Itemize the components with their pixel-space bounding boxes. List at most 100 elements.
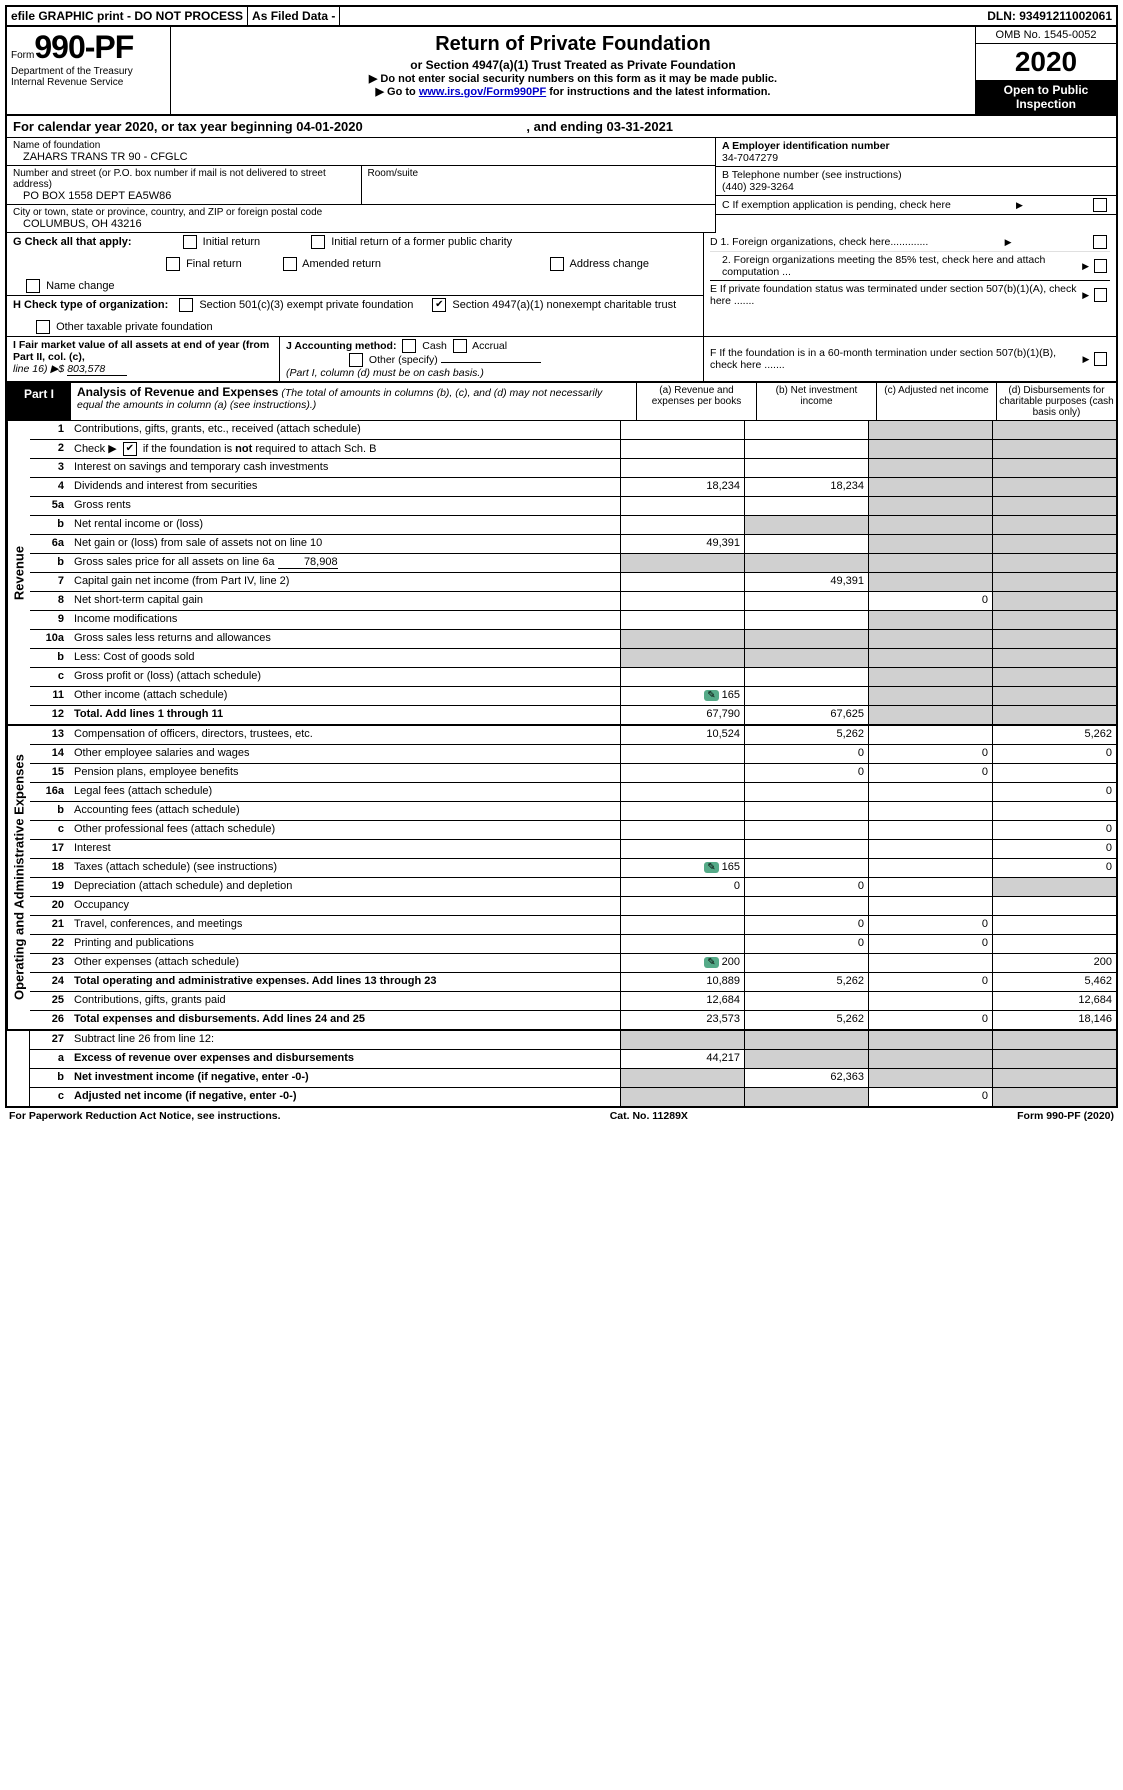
form-header: Form990-PF Department of the Treasury In… bbox=[5, 27, 1118, 116]
h-label: H Check type of organization: bbox=[13, 299, 168, 311]
footer-right: Form 990-PF (2020) bbox=[1017, 1110, 1114, 1122]
table-row: 2Check ▶ if the foundation is not requir… bbox=[30, 440, 1116, 459]
table-row: 20Occupancy bbox=[30, 897, 1116, 916]
col-c: (c) Adjusted net income bbox=[876, 383, 996, 420]
dept-label: Department of the Treasury bbox=[11, 66, 166, 77]
dln-label: DLN: 93491211002061 bbox=[983, 7, 1116, 25]
d2-label: 2. Foreign organizations meeting the 85%… bbox=[710, 254, 1082, 278]
irs-label: Internal Revenue Service bbox=[11, 77, 166, 88]
line2-post: for instructions and the latest informat… bbox=[546, 86, 770, 98]
part1-header: Part I Analysis of Revenue and Expenses … bbox=[5, 383, 1118, 421]
table-row: 8Net short-term capital gain0 bbox=[30, 592, 1116, 611]
table-row: 6aNet gain or (loss) from sale of assets… bbox=[30, 535, 1116, 554]
addr-label: Number and street (or P.O. box number if… bbox=[13, 168, 355, 190]
irs-link[interactable]: www.irs.gov/Form990PF bbox=[419, 86, 546, 98]
j-accrual[interactable] bbox=[453, 339, 467, 353]
g-initial-return[interactable] bbox=[183, 235, 197, 249]
asfiled-label: As Filed Data - bbox=[248, 7, 340, 25]
form-title: Return of Private Foundation bbox=[175, 33, 971, 56]
d1-checkbox[interactable] bbox=[1093, 235, 1107, 249]
ij-row: I Fair market value of all assets at end… bbox=[5, 337, 1118, 383]
h-501c3[interactable] bbox=[179, 298, 193, 312]
table-row: 16aLegal fees (attach schedule)0 bbox=[30, 783, 1116, 802]
tax-year: 2020 bbox=[976, 44, 1116, 80]
table-row: 27Subtract line 26 from line 12: bbox=[30, 1031, 1116, 1050]
g-initial-former[interactable] bbox=[311, 235, 325, 249]
j-other[interactable] bbox=[349, 353, 363, 367]
table-row: 10aGross sales less returns and allowanc… bbox=[30, 630, 1116, 649]
part1-label: Part I bbox=[7, 383, 71, 420]
d2-checkbox[interactable] bbox=[1094, 259, 1107, 273]
foundation-name: ZAHARS TRANS TR 90 - CFGLC bbox=[13, 151, 709, 163]
expenses-table: Operating and Administrative Expenses 13… bbox=[5, 726, 1118, 1031]
table-row: 4Dividends and interest from securities1… bbox=[30, 478, 1116, 497]
revenue-side-label: Revenue bbox=[7, 421, 30, 724]
form-subtitle: or Section 4947(a)(1) Trust Treated as P… bbox=[175, 58, 971, 72]
table-row: cGross profit or (loss) (attach schedule… bbox=[30, 668, 1116, 687]
h-other-tax[interactable] bbox=[36, 320, 50, 334]
j-cash[interactable] bbox=[402, 339, 416, 353]
part1-title: Analysis of Revenue and Expenses bbox=[77, 385, 278, 399]
table-row: 21Travel, conferences, and meetings00 bbox=[30, 916, 1116, 935]
table-row: 12Total. Add lines 1 through 1167,79067,… bbox=[30, 706, 1116, 724]
fmv-value: 803,578 bbox=[67, 363, 127, 376]
table-row: 1Contributions, gifts, grants, etc., rec… bbox=[30, 421, 1116, 440]
c-label: C If exemption application is pending, c… bbox=[722, 199, 951, 211]
table-row: 18Taxes (attach schedule) (see instructi… bbox=[30, 859, 1116, 878]
g-amended[interactable] bbox=[283, 257, 297, 271]
ein-label: A Employer identification number bbox=[722, 140, 1110, 152]
col-d: (d) Disbursements for charitable purpose… bbox=[996, 383, 1116, 420]
info-block: Name of foundation ZAHARS TRANS TR 90 - … bbox=[5, 138, 1118, 233]
e-checkbox[interactable] bbox=[1094, 288, 1107, 302]
table-row: 25Contributions, gifts, grants paid12,68… bbox=[30, 992, 1116, 1011]
h-4947[interactable] bbox=[432, 298, 446, 312]
table-row: cAdjusted net income (if negative, enter… bbox=[30, 1088, 1116, 1106]
i-label: I Fair market value of all assets at end… bbox=[13, 339, 269, 363]
name-label: Name of foundation bbox=[13, 140, 709, 151]
phone-value: (440) 329-3264 bbox=[722, 181, 1110, 193]
revenue-table: Revenue 1Contributions, gifts, grants, e… bbox=[5, 421, 1118, 726]
table-row: aExcess of revenue over expenses and dis… bbox=[30, 1050, 1116, 1069]
form-number: 990-PF bbox=[34, 29, 133, 65]
public-inspection: Open to Public Inspection bbox=[976, 80, 1116, 114]
table-row: 5aGross rents bbox=[30, 497, 1116, 516]
street-address: PO BOX 1558 DEPT EA5W86 bbox=[13, 190, 355, 202]
table-row: bLess: Cost of goods sold bbox=[30, 649, 1116, 668]
form-prefix: Form bbox=[11, 50, 34, 61]
j-label: J Accounting method: bbox=[286, 340, 396, 352]
f-checkbox[interactable] bbox=[1094, 352, 1107, 366]
g-final-return[interactable] bbox=[166, 257, 180, 271]
table-row: 3Interest on savings and temporary cash … bbox=[30, 459, 1116, 478]
j-note: (Part I, column (d) must be on cash basi… bbox=[286, 367, 484, 379]
table-row: 26Total expenses and disbursements. Add … bbox=[30, 1011, 1116, 1029]
g-label: G Check all that apply: bbox=[13, 236, 132, 248]
top-bar: efile GRAPHIC print - DO NOT PROCESS As … bbox=[5, 5, 1118, 27]
omb-number: OMB No. 1545-0052 bbox=[976, 27, 1116, 44]
line2-pre: ▶ Go to bbox=[376, 86, 419, 98]
header-line1: ▶ Do not enter social security numbers o… bbox=[175, 72, 971, 85]
calendar-year-row: For calendar year 2020, or tax year begi… bbox=[5, 116, 1118, 138]
city-label: City or town, state or province, country… bbox=[13, 207, 709, 218]
table-row: 14Other employee salaries and wages000 bbox=[30, 745, 1116, 764]
e-label: E If private foundation status was termi… bbox=[710, 283, 1082, 307]
table-row: 22Printing and publications00 bbox=[30, 935, 1116, 954]
phone-label: B Telephone number (see instructions) bbox=[722, 169, 1110, 181]
efile-label: efile GRAPHIC print - DO NOT PROCESS bbox=[7, 7, 248, 25]
table-row: 23Other expenses (attach schedule)✎20020… bbox=[30, 954, 1116, 973]
expenses-side-label: Operating and Administrative Expenses bbox=[7, 726, 30, 1029]
g-name-change[interactable] bbox=[26, 279, 40, 293]
table-row: bNet investment income (if negative, ent… bbox=[30, 1069, 1116, 1088]
table-row: 17Interest0 bbox=[30, 840, 1116, 859]
g-addr-change[interactable] bbox=[550, 257, 564, 271]
table-row: 9Income modifications bbox=[30, 611, 1116, 630]
table-row: cOther professional fees (attach schedul… bbox=[30, 821, 1116, 840]
footer-left: For Paperwork Reduction Act Notice, see … bbox=[9, 1110, 281, 1122]
table-row: 15Pension plans, employee benefits00 bbox=[30, 764, 1116, 783]
table-row: bAccounting fees (attach schedule) bbox=[30, 802, 1116, 821]
col-a: (a) Revenue and expenses per books bbox=[636, 383, 756, 420]
suite-label: Room/suite bbox=[368, 168, 710, 179]
c-checkbox[interactable] bbox=[1093, 198, 1107, 212]
table-row: 7Capital gain net income (from Part IV, … bbox=[30, 573, 1116, 592]
page-footer: For Paperwork Reduction Act Notice, see … bbox=[5, 1108, 1118, 1124]
ein-value: 34-7047279 bbox=[722, 152, 1110, 164]
